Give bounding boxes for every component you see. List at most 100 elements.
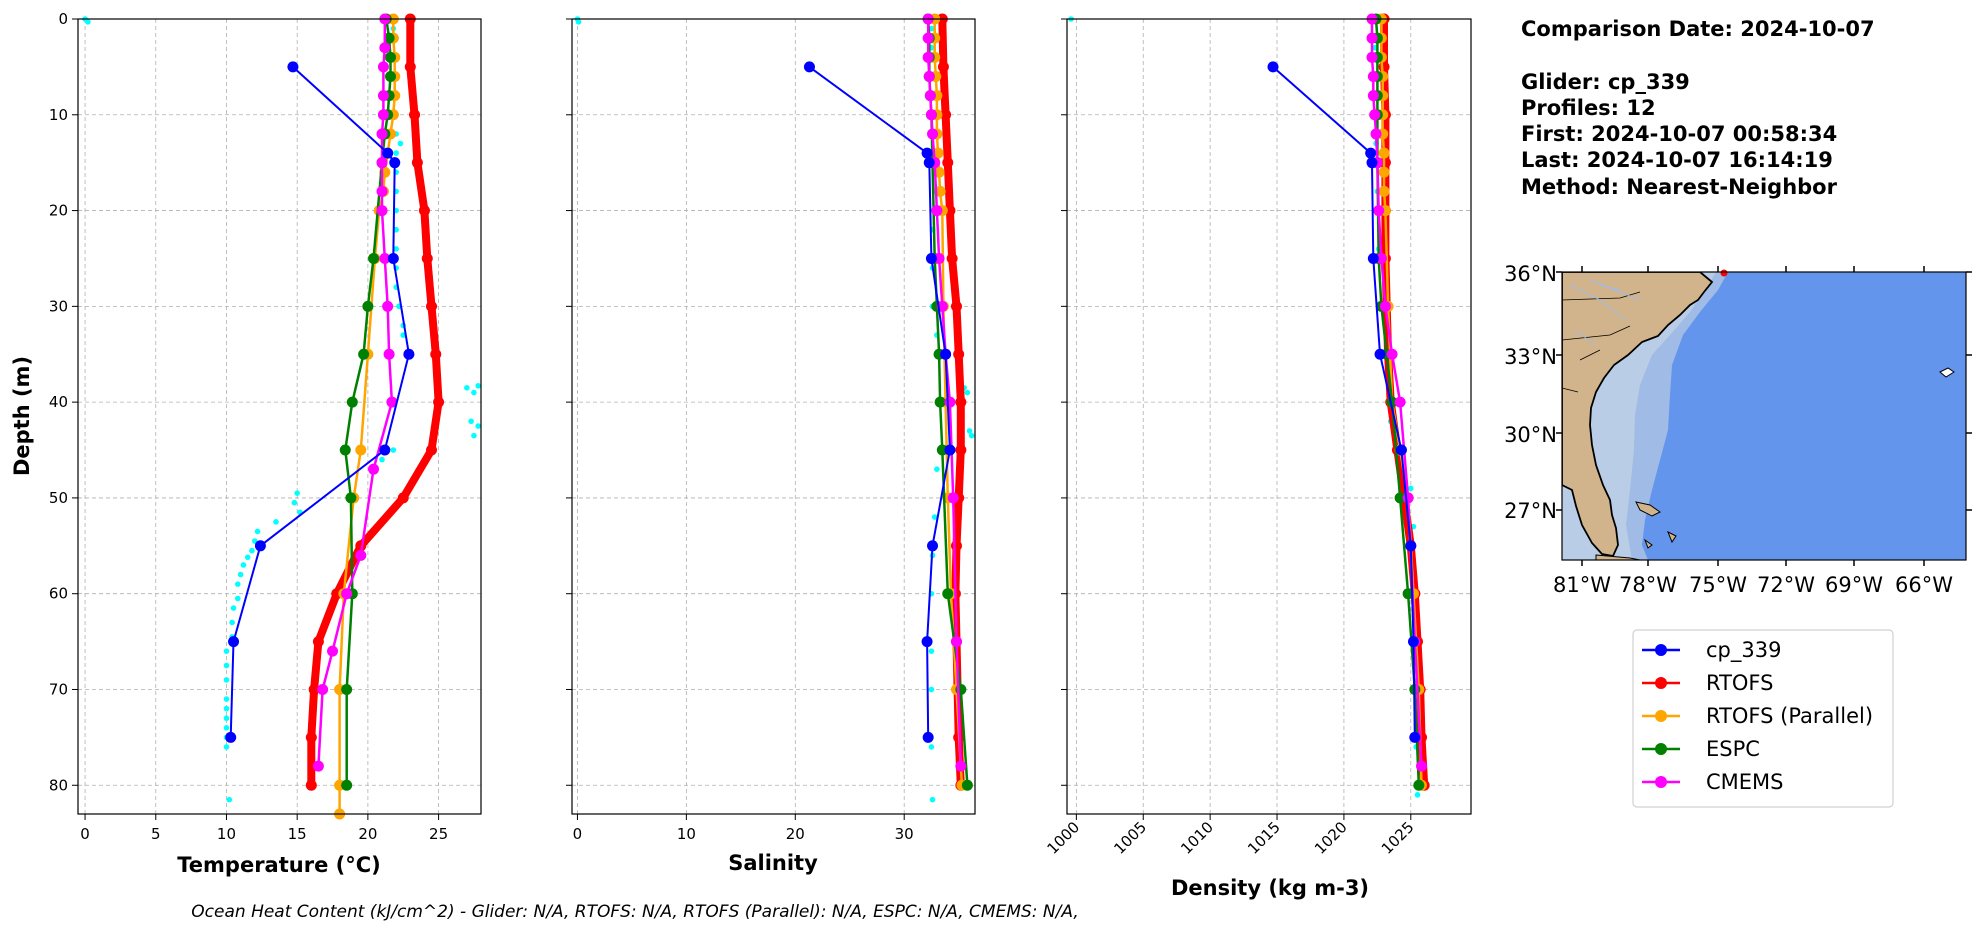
comparison-date: Comparison Date: 2024-10-07 bbox=[1521, 17, 1875, 41]
density-series-point-cmems bbox=[1373, 205, 1385, 217]
salinity-x-ticks: 0 10 20 30 bbox=[573, 814, 914, 843]
temperature-series-point-cmems bbox=[376, 205, 388, 217]
temperature-ytick-label: 20 bbox=[49, 202, 68, 220]
salinity-series-point-rtofs bbox=[950, 300, 962, 312]
salinity-series-point-rtofs bbox=[944, 205, 956, 217]
density-series-point-cp-339 bbox=[1366, 157, 1378, 169]
salinity-series-point-cmems bbox=[927, 128, 939, 140]
salinity-xtick-label: 30 bbox=[895, 825, 914, 843]
salinity-series-point-espc bbox=[934, 396, 946, 408]
temperature-ytick-label: 0 bbox=[58, 10, 68, 28]
salinity-grid bbox=[572, 18, 975, 814]
depth-ylabel: Depth (m) bbox=[10, 356, 34, 476]
temperature-raw-glider-points bbox=[82, 16, 481, 803]
temperature-xtick-label: 0 bbox=[80, 825, 90, 843]
glider-name: Glider: cp_339 bbox=[1521, 70, 1690, 94]
density-series-point-rtofs-parallel bbox=[1378, 166, 1390, 178]
salinity-series-point-espc bbox=[942, 588, 954, 600]
density-series-point-cmems bbox=[1370, 128, 1382, 140]
density-series bbox=[1267, 13, 1430, 791]
temperature-raw-point bbox=[237, 571, 244, 578]
lon-tick-label: 66°W bbox=[1895, 573, 1953, 597]
salinity-raw-point bbox=[928, 648, 935, 654]
density-series-point-espc bbox=[1413, 779, 1425, 791]
salinity-series-point-cmems bbox=[925, 109, 937, 121]
density-series-point-rtofs bbox=[1378, 61, 1390, 73]
lon-tick-label: 75°W bbox=[1689, 573, 1747, 597]
density-series-point-rtofs bbox=[1379, 157, 1391, 169]
temperature-y-ticks: 0 10 20 30 40 50 60 70 80 bbox=[49, 10, 78, 794]
density-raw-glider-points bbox=[1068, 16, 1421, 798]
salinity-raw-point bbox=[929, 796, 936, 803]
salinity-raw-point bbox=[928, 744, 935, 750]
temperature-raw-point bbox=[226, 796, 233, 803]
legend: cp_339 RTOFS RTOFS (Parallel) ESPC CMEMS bbox=[1632, 629, 1894, 808]
legend-marker-cmems bbox=[1655, 776, 1667, 788]
temperature-series-point-cmems bbox=[379, 42, 391, 54]
temperature-series-point-cmems bbox=[379, 252, 391, 264]
salinity-series-point-cp-339 bbox=[803, 61, 815, 73]
temperature-series-point-rtofs bbox=[426, 444, 438, 456]
salinity-raw-glider-points bbox=[574, 16, 975, 803]
temperature-series-point-espc bbox=[385, 70, 397, 82]
density-series-point-cp-339 bbox=[1367, 252, 1379, 264]
temperature-raw-point bbox=[234, 595, 241, 602]
salinity-series-point-rtofs bbox=[955, 396, 967, 408]
temperature-xtick-label: 10 bbox=[217, 825, 236, 843]
temperature-raw-point bbox=[475, 423, 481, 429]
temperature-series-point-rtofs bbox=[305, 779, 317, 791]
density-x-ticks: 1000 1005 1010 1015 1020 1025 bbox=[1043, 814, 1418, 858]
salinity-axes-frame bbox=[571, 18, 976, 815]
density-y-ticks bbox=[1061, 18, 1067, 786]
density-series-point-espc bbox=[1402, 588, 1414, 600]
salinity-series-point-cp-339 bbox=[925, 252, 937, 264]
map-lat-labels: 36°N 33°N 30°N 27°N bbox=[1504, 262, 1557, 523]
temperature-raw-point bbox=[223, 696, 230, 702]
temperature-raw-point bbox=[223, 662, 230, 669]
legend-label-espc: ESPC bbox=[1706, 737, 1760, 761]
temperature-series-point-cmems bbox=[327, 645, 339, 657]
salinity-series-point-cmems bbox=[923, 70, 935, 82]
density-series-point-cmems bbox=[1367, 90, 1379, 102]
temperature-raw-point bbox=[468, 418, 474, 425]
salinity-series-point-rtofs bbox=[937, 61, 949, 73]
temperature-xtick-label: 15 bbox=[288, 825, 307, 843]
temperature-ytick-label: 10 bbox=[49, 106, 68, 124]
temperature-raw-point bbox=[475, 383, 481, 389]
temperature-raw-point bbox=[223, 724, 230, 731]
salinity-raw-point bbox=[928, 686, 935, 693]
legend-label-rtofs: RTOFS bbox=[1706, 671, 1773, 695]
temperature-series-point-rtofs bbox=[312, 636, 324, 648]
density-series-point-cp-339 bbox=[1374, 348, 1386, 360]
temperature-series-point-espc bbox=[341, 779, 353, 791]
salinity-series-point-cmems bbox=[944, 396, 956, 408]
temperature-panel: 0 5 10 15 20 25 0 10 20 30 40 50 60 70 80 Temperature… bbox=[10, 10, 482, 877]
temperature-series-point-espc bbox=[385, 51, 397, 63]
lat-tick-label: 33°N bbox=[1504, 345, 1557, 369]
salinity-xtick-label: 20 bbox=[786, 825, 805, 843]
density-series-point-cmems bbox=[1402, 492, 1414, 504]
map-ticks bbox=[1556, 266, 1972, 566]
temperature-series-point-espc bbox=[345, 492, 357, 504]
glider-location-marker bbox=[1720, 269, 1728, 277]
density-series-point-rtofs-parallel bbox=[1378, 185, 1390, 197]
temperature-raw-point bbox=[393, 150, 399, 156]
temperature-raw-point bbox=[223, 705, 230, 712]
temperature-xtick-label: 20 bbox=[358, 825, 377, 843]
density-series-point-cp-339 bbox=[1405, 540, 1417, 552]
salinity-series-point-cmems bbox=[922, 51, 934, 63]
method: Method: Nearest-Neighbor bbox=[1521, 175, 1838, 199]
density-series-point-cmems bbox=[1367, 70, 1379, 82]
salinity-series-point-rtofs bbox=[942, 157, 954, 169]
legend-box bbox=[1632, 629, 1894, 808]
first-time: First: 2024-10-07 00:58:34 bbox=[1521, 122, 1837, 146]
salinity-series-point-cmems bbox=[924, 90, 936, 102]
map-bahamas bbox=[1635, 501, 1677, 549]
density-grid bbox=[1067, 18, 1471, 814]
temperature-series-point-cmems bbox=[341, 588, 353, 600]
salinity-xlabel: Salinity bbox=[728, 851, 818, 875]
map-state-borders bbox=[1562, 291, 1641, 393]
legend-label-cmems: CMEMS bbox=[1706, 770, 1784, 794]
lon-tick-label: 78°W bbox=[1619, 573, 1677, 597]
legend-marker-espc bbox=[1655, 743, 1667, 755]
